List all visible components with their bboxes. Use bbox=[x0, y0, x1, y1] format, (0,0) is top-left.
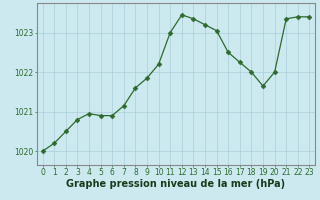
X-axis label: Graphe pression niveau de la mer (hPa): Graphe pression niveau de la mer (hPa) bbox=[67, 179, 285, 189]
